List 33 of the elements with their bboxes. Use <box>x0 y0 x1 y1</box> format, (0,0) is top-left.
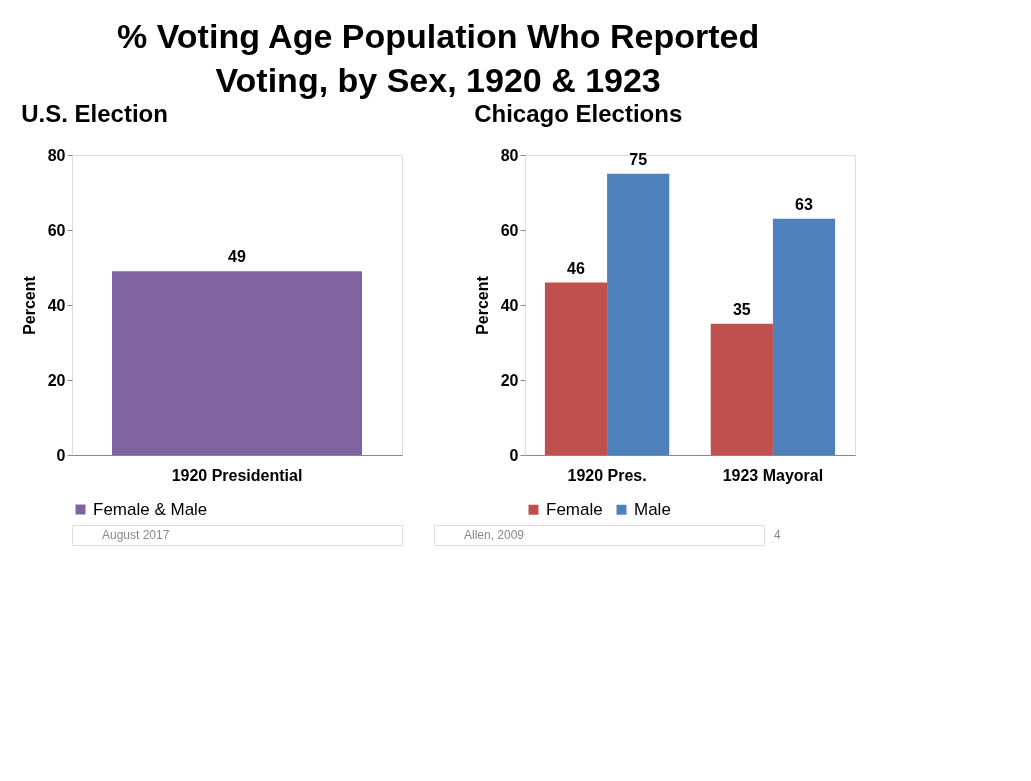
x-tick-label: 1920 Pres. <box>567 466 647 484</box>
y-tick-label: 80 <box>500 146 519 164</box>
bar <box>607 173 670 455</box>
text: Allen, 2009 <box>464 528 525 542</box>
legend-label: Female <box>546 499 603 519</box>
y-tick-label: 40 <box>500 296 519 314</box>
y-tick-label: 0 <box>509 446 519 464</box>
bar <box>544 282 608 455</box>
y-axis-title: Percent <box>473 275 491 335</box>
chart-subtitle: U.S. Election <box>21 100 168 127</box>
data-label: 63 <box>795 195 814 213</box>
data-label: 46 <box>567 259 585 277</box>
data-label: 35 <box>732 300 751 318</box>
data-label: 75 <box>629 150 648 168</box>
y-tick-label: 80 <box>47 146 66 164</box>
x-tick-label: 1923 Mayoral <box>722 466 824 484</box>
y-tick-label: 20 <box>47 371 66 389</box>
text: August 2017 <box>102 528 170 542</box>
bar <box>772 218 836 455</box>
y-tick-label: 60 <box>47 221 66 239</box>
y-tick-label: 40 <box>47 296 66 314</box>
data-label: 49 <box>228 248 246 266</box>
x-tick-label: 1920 Presidential <box>171 466 303 484</box>
y-tick-label: 60 <box>500 221 519 239</box>
bar <box>710 323 773 455</box>
legend-label: Female & Male <box>93 499 208 519</box>
text: % Voting Age Population Who Reported Voting, by Sex, 1920 & 1923 <box>117 16 760 99</box>
text: 4 <box>774 528 781 542</box>
y-tick-label: 20 <box>500 371 519 389</box>
chart-subtitle: Chicago Elections <box>474 100 683 127</box>
y-axis-title: Percent <box>20 275 38 335</box>
legend-label: Male <box>634 499 671 519</box>
y-tick-label: 0 <box>56 446 66 464</box>
